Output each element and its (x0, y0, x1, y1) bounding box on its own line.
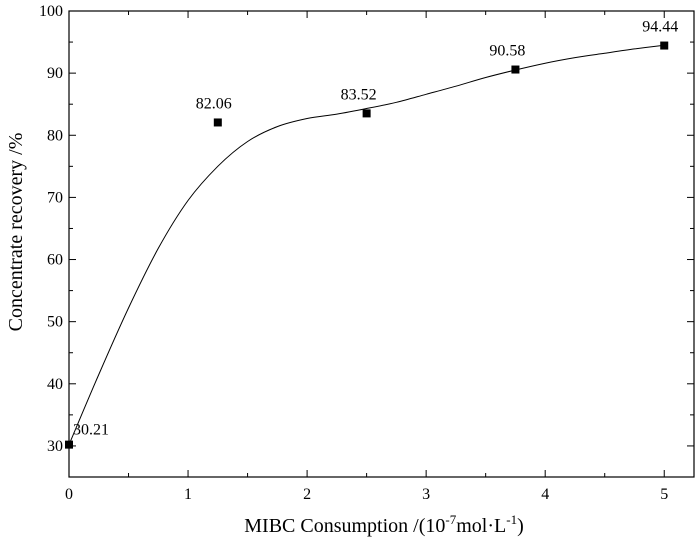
x-tick-label: 4 (541, 486, 549, 503)
y-tick-label: 80 (47, 127, 63, 144)
y-tick-label: 100 (39, 3, 63, 20)
x-tick-label: 1 (184, 486, 192, 503)
data-point (65, 440, 73, 449)
data-label: 90.58 (489, 43, 525, 60)
x-tick-label: 3 (422, 486, 430, 503)
fit-curve (68, 44, 665, 445)
x-axis-title: MIBC Consumption /(10-7mol·L-1) (244, 512, 524, 537)
plot-frame (68, 10, 695, 478)
data-label: 83.52 (341, 86, 377, 103)
x-tick-label: 5 (660, 486, 668, 503)
y-tick-label: 90 (47, 65, 63, 82)
y-tick-label: 30 (47, 438, 63, 455)
x-tick-label: 2 (303, 486, 311, 503)
x-tick-label: 0 (65, 486, 73, 503)
y-tick-label: 40 (47, 376, 63, 393)
data-label: 94.44 (642, 19, 678, 36)
y-tick-label: 60 (47, 252, 63, 269)
data-label: 82.06 (196, 95, 232, 112)
data-point (362, 109, 371, 118)
y-axis-title: Concentrate recovery /% (5, 133, 27, 332)
y-tick-label: 70 (47, 189, 63, 206)
y-tick-label: 50 (47, 314, 63, 331)
data-point (213, 118, 222, 127)
data-point (660, 41, 669, 50)
data-label: 30.21 (73, 422, 109, 439)
data-point (511, 65, 520, 74)
